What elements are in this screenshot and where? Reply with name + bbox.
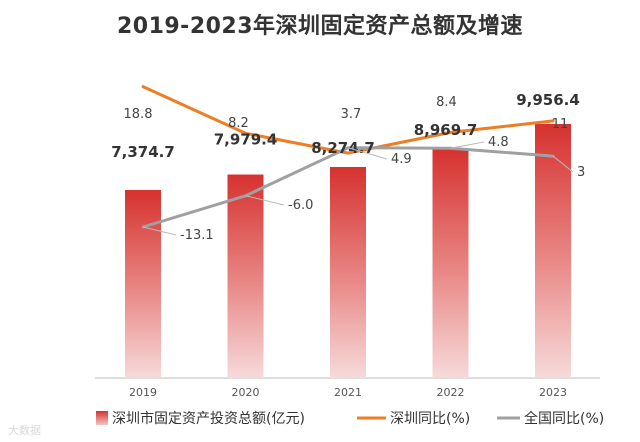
x-tick-label-2022: 2022: [437, 386, 465, 399]
bar-value-label-2020: 7,979.4: [214, 131, 278, 149]
legend-label-shenzhen-yoy: 深圳同比(%): [390, 411, 470, 427]
bar-value-label-2022: 8,969.7: [414, 121, 478, 139]
bar-2023: [535, 124, 571, 378]
national-yoy-leader-2021: [347, 147, 388, 160]
bar-value-label-2023: 9,956.4: [516, 91, 580, 109]
national-yoy-leader-2020: [245, 195, 285, 206]
x-tick-label-2019: 2019: [129, 386, 157, 399]
bar-2022: [432, 149, 469, 378]
watermark: 大数据: [8, 424, 41, 437]
national-yoy-label-2019: -13.1: [180, 228, 214, 243]
shenzhen-yoy-label-2022: 8.4: [436, 95, 457, 110]
national-yoy-label-2021: 4.9: [391, 152, 412, 167]
bar-2019: [125, 190, 161, 378]
bar-value-label-2019: 7,374.7: [111, 143, 175, 161]
national-yoy-label-2022: 4.8: [488, 135, 509, 150]
series-line-shenzhen-yoy: [141, 85, 555, 155]
bar-2020: [227, 174, 264, 378]
shenzhen-yoy-label-2021: 3.7: [341, 107, 362, 122]
x-tick-label-2023: 2023: [539, 386, 567, 399]
national-yoy-leader-2019: [142, 226, 177, 236]
bar-value-label-2021: 8,274.7: [311, 139, 375, 157]
national-yoy-leader-2022: [450, 141, 485, 149]
shenzhen-yoy-label-2020: 8.2: [228, 116, 249, 131]
national-yoy-leader-2023: [552, 155, 574, 173]
bar-2021: [330, 166, 366, 378]
shenzhen-yoy-label-2023: 11: [552, 117, 569, 132]
shenzhen-yoy-label-2019: 18.8: [124, 107, 153, 122]
national-yoy-label-2023: 3: [577, 165, 585, 180]
x-tick-label-2021: 2021: [334, 386, 362, 399]
legend-swatch-bar: [96, 411, 108, 425]
legend-label-bar: 深圳市固定资产投资总额(亿元): [112, 410, 305, 427]
national-yoy-label-2020: -6.0: [288, 198, 313, 213]
x-tick-label-2020: 2020: [232, 386, 260, 399]
chart-title: 2019-2023年深圳固定资产总额及增速: [116, 14, 524, 39]
legend-label-national-yoy: 全国同比(%): [524, 410, 604, 427]
